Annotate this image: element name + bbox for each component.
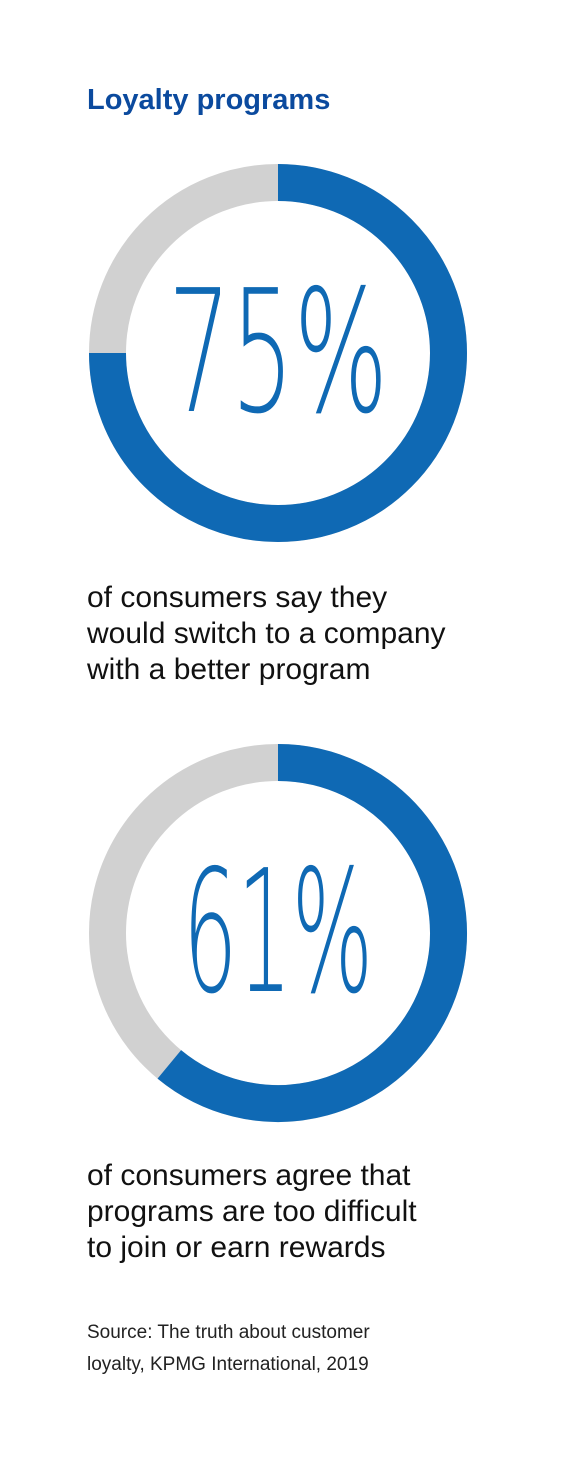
caption-1: of consumers say they would switch to a … [87, 580, 547, 688]
caption-line: with a better program [87, 653, 371, 686]
donut-chart-1: 75% [87, 162, 469, 544]
source-line: Source: The truth about customer [87, 1322, 370, 1343]
source-note: Source: The truth about customer loyalty… [87, 1317, 370, 1381]
caption-line: programs are too difficult [87, 1195, 417, 1228]
caption-2: of consumers agree that programs are too… [87, 1158, 547, 1266]
caption-line: of consumers say they [87, 581, 388, 614]
percentage-value: 61% [183, 834, 373, 1032]
donut-value-arc [157, 744, 467, 1122]
caption-line: would switch to a company [87, 617, 446, 650]
page-title: Loyalty programs [87, 84, 331, 116]
donut-value-arc [89, 164, 467, 542]
caption-line: of consumers agree that [87, 1159, 411, 1192]
percentage-value: 75% [168, 254, 388, 452]
donut-chart-2: 61% [87, 742, 469, 1124]
caption-line: to join or earn rewards [87, 1231, 386, 1264]
source-line: loyalty, KPMG International, 2019 [87, 1354, 369, 1375]
